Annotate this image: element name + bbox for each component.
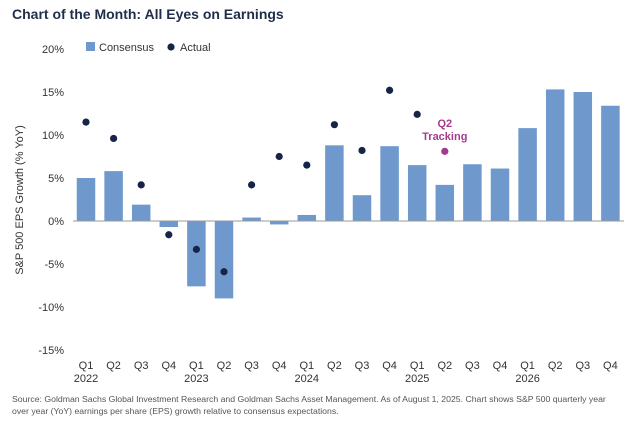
consensus-bar bbox=[407, 165, 427, 221]
consensus-bar bbox=[573, 92, 593, 221]
y-tick-label: 10% bbox=[42, 130, 64, 142]
annotation-label: Q2 bbox=[437, 118, 452, 130]
actual-point bbox=[275, 152, 283, 161]
x-tick-label: Q2 bbox=[106, 360, 121, 372]
consensus-bar bbox=[518, 128, 537, 221]
actual-point bbox=[165, 231, 173, 239]
consensus-bar bbox=[435, 184, 455, 221]
x-tick-label: Q1 bbox=[410, 360, 425, 372]
consensus-bar bbox=[242, 217, 261, 221]
consensus-bar bbox=[159, 221, 179, 228]
actual-point bbox=[413, 110, 421, 118]
legend-consensus-label: Consensus bbox=[99, 42, 155, 54]
consensus-bar bbox=[352, 195, 372, 221]
x-tick-label: Q2 bbox=[548, 360, 563, 372]
legend-actual-label: Actual bbox=[180, 42, 211, 54]
consensus-bar bbox=[76, 178, 96, 221]
actual-point bbox=[358, 146, 366, 155]
actual-point bbox=[303, 161, 311, 169]
x-tick-label: Q1 bbox=[189, 360, 204, 372]
source-note: Source: Goldman Sachs Global Investment … bbox=[12, 394, 606, 416]
tracking-point bbox=[441, 147, 449, 155]
eps-growth-chart: S&P 500 EPS Growth (% YoY) 20% 15% 10% 5% 0%… bbox=[14, 42, 624, 385]
actual-point bbox=[192, 245, 200, 253]
actual-point bbox=[110, 134, 118, 143]
x-tick-label: Q3 bbox=[134, 360, 149, 372]
x-year-label: 2026 bbox=[515, 373, 539, 385]
y-tick-label: 0% bbox=[48, 216, 64, 228]
x-tick-label: Q4 bbox=[382, 360, 397, 372]
x-tick-label: Q1 bbox=[79, 360, 94, 372]
actual-point bbox=[248, 181, 256, 189]
consensus-bar bbox=[187, 221, 206, 287]
x-tick-label: Q4 bbox=[603, 360, 618, 372]
y-tick-label: -10% bbox=[38, 302, 64, 314]
x-tick-label: Q2 bbox=[217, 360, 232, 372]
consensus-bar bbox=[545, 89, 565, 221]
x-tick-label: Q3 bbox=[575, 360, 590, 372]
x-year-label: 2022 bbox=[74, 373, 98, 385]
x-tick-label: Q3 bbox=[244, 360, 259, 372]
x-year-label: 2025 bbox=[405, 373, 429, 385]
actual-point bbox=[137, 181, 145, 189]
actual-point bbox=[82, 118, 90, 126]
x-tick-label: Q1 bbox=[299, 360, 314, 372]
actual-point bbox=[220, 268, 228, 276]
consensus-bar bbox=[269, 221, 289, 225]
actual-point bbox=[330, 121, 338, 129]
y-tick-label: -5% bbox=[44, 259, 64, 271]
x-tick-label: Q3 bbox=[355, 360, 370, 372]
consensus-bar bbox=[131, 204, 151, 221]
annotation-label: Tracking bbox=[422, 131, 467, 143]
x-year-label: 2023 bbox=[184, 373, 208, 385]
x-tick-label: Q4 bbox=[161, 360, 176, 372]
y-tick-label: 20% bbox=[42, 44, 64, 56]
x-year-label: 2024 bbox=[295, 373, 319, 385]
consensus-bar bbox=[463, 164, 482, 221]
consensus-bar bbox=[104, 171, 123, 221]
y-tick-label: 5% bbox=[48, 173, 64, 185]
x-tick-label: Q2 bbox=[327, 360, 342, 372]
consensus-bar bbox=[325, 145, 344, 221]
x-tick-label: Q4 bbox=[493, 360, 508, 372]
consensus-bar bbox=[601, 105, 620, 221]
legend-consensus-swatch bbox=[86, 42, 95, 51]
actual-point bbox=[386, 86, 394, 94]
consensus-bar bbox=[490, 168, 510, 221]
x-tick-label: Q3 bbox=[465, 360, 480, 372]
x-tick-label: Q4 bbox=[272, 360, 287, 372]
consensus-bar bbox=[214, 221, 234, 299]
x-tick-label: Q1 bbox=[520, 360, 535, 372]
legend-actual-marker bbox=[167, 43, 175, 51]
y-axis-title: S&P 500 EPS Growth (% YoY) bbox=[14, 125, 26, 275]
y-tick-label: -15% bbox=[38, 345, 64, 357]
consensus-bar bbox=[297, 214, 317, 221]
y-tick-label: 15% bbox=[42, 87, 64, 99]
page-title: Chart of the Month: All Eyes on Earnings bbox=[12, 6, 284, 22]
x-tick-label: Q2 bbox=[437, 360, 452, 372]
consensus-bar bbox=[380, 146, 399, 221]
